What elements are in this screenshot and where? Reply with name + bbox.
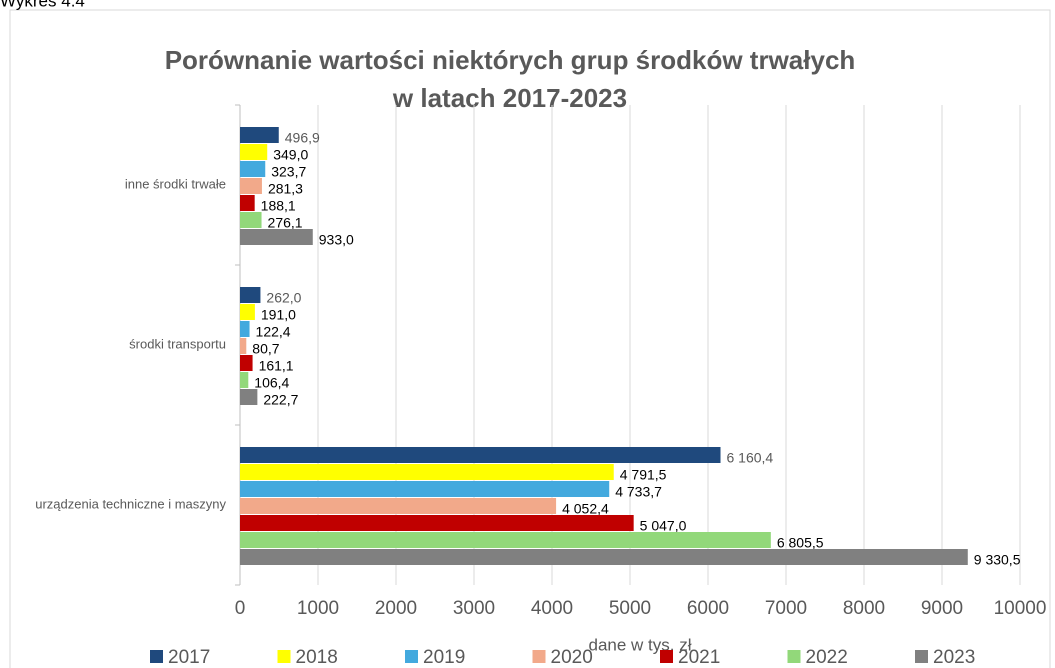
x-tick-label: 10000 — [994, 598, 1047, 619]
data-label: 191,0 — [261, 307, 296, 323]
data-label: 222,7 — [263, 392, 298, 408]
data-label: 6 805,5 — [777, 535, 824, 551]
data-label: 4 791,5 — [620, 467, 667, 483]
data-label: 496,9 — [285, 130, 320, 146]
x-tick-label: 4000 — [531, 598, 573, 619]
legend-label: 2018 — [296, 647, 338, 668]
data-label: 122,4 — [256, 324, 291, 340]
bar — [240, 464, 614, 480]
bar — [240, 195, 255, 211]
x-tick-label: 9000 — [921, 598, 963, 619]
legend-swatch — [277, 650, 291, 663]
bar — [240, 372, 249, 388]
y-tick-label: inne środki trwałe — [125, 176, 226, 191]
data-label: 262,0 — [266, 290, 301, 306]
data-label: 9 330,5 — [974, 552, 1021, 568]
bar — [240, 229, 313, 245]
bar — [240, 321, 250, 337]
bar — [240, 304, 255, 320]
data-label: 161,1 — [259, 358, 294, 374]
bar — [240, 447, 721, 463]
caption: Wykres 4.4 — [0, 0, 85, 10]
legend-swatch — [405, 650, 418, 663]
legend-label: 2017 — [168, 647, 210, 668]
bar — [240, 287, 261, 303]
legend-swatch — [915, 650, 928, 663]
chart-title: Porównanie wartości niektórych grup środ… — [165, 45, 856, 75]
bar — [240, 212, 262, 228]
x-tick-label: 1000 — [297, 598, 339, 619]
data-label: 188,1 — [261, 198, 296, 214]
bar — [240, 481, 610, 497]
bar — [240, 498, 557, 514]
data-label: 6 160,4 — [727, 450, 774, 466]
legend-label: 2020 — [551, 647, 593, 668]
data-label: 281,3 — [268, 181, 303, 197]
bar — [240, 389, 258, 405]
y-tick-label: urządzenia techniczne i maszyny — [35, 496, 226, 511]
legend-swatch — [532, 650, 546, 663]
bar — [240, 127, 279, 143]
bar — [240, 144, 268, 160]
bar — [240, 532, 771, 548]
legend-label: 2021 — [678, 647, 720, 668]
bar — [240, 515, 634, 531]
legend-label: 2022 — [806, 647, 848, 668]
x-tick-label: 7000 — [765, 598, 807, 619]
legend-swatch — [150, 650, 163, 663]
data-label: 4 733,7 — [615, 484, 662, 500]
data-label: 323,7 — [271, 164, 306, 180]
x-axis-title: dane w tys. zł — [589, 635, 692, 654]
x-tick-label: 2000 — [375, 598, 417, 619]
legend-swatch — [660, 650, 673, 663]
chart-title: w latach 2017-2023 — [392, 83, 627, 113]
data-label: 276,1 — [268, 215, 303, 231]
data-label: 106,4 — [254, 375, 289, 391]
bar — [240, 549, 968, 565]
data-label: 80,7 — [252, 341, 279, 357]
bar — [240, 338, 247, 354]
bar — [240, 161, 266, 177]
legend-label: 2023 — [933, 647, 975, 668]
y-tick-label: środki transportu — [129, 336, 226, 351]
bar — [240, 355, 253, 371]
legend-swatch — [787, 650, 801, 663]
data-label: 5 047,0 — [640, 518, 687, 534]
bar — [240, 178, 262, 194]
data-label: 933,0 — [319, 232, 354, 248]
x-tick-label: 8000 — [843, 598, 885, 619]
x-tick-label: 3000 — [453, 598, 495, 619]
x-tick-label: 6000 — [687, 598, 729, 619]
data-label: 4 052,4 — [562, 501, 609, 517]
x-tick-label: 0 — [235, 598, 246, 619]
x-tick-label: 5000 — [609, 598, 651, 619]
data-label: 349,0 — [273, 147, 308, 163]
legend-label: 2019 — [423, 647, 465, 668]
